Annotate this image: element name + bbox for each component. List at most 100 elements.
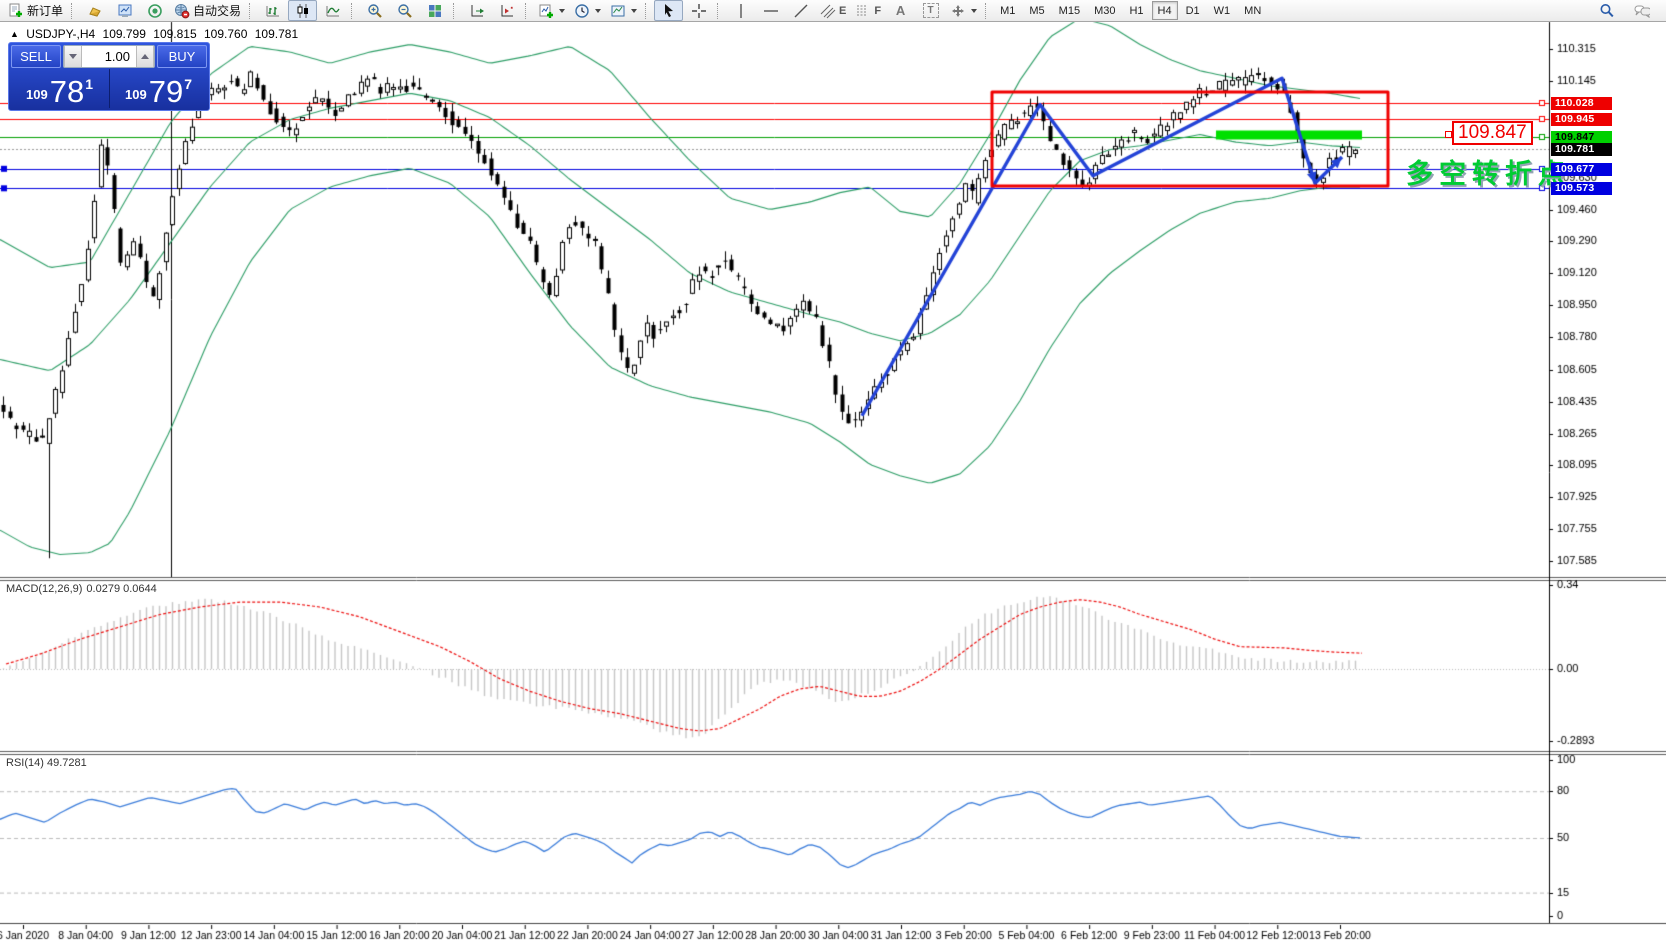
toolbar-separator	[985, 2, 990, 19]
volume-input[interactable]	[82, 46, 136, 67]
channel-icon	[820, 3, 836, 19]
buy-price[interactable]: 109 79 7	[109, 69, 207, 108]
timeframe-d1[interactable]: D1	[1185, 4, 1200, 17]
cursor-icon	[661, 3, 677, 19]
channel-letter: E	[839, 4, 847, 17]
rsi-text: RSI(14) 49.7281	[6, 757, 87, 769]
periods-caret	[595, 8, 602, 13]
toolbar-separator	[71, 2, 76, 19]
new-order-icon	[8, 3, 24, 19]
timeframe-h4[interactable]: H4	[1151, 1, 1178, 20]
sell-button[interactable]: SELL	[11, 45, 61, 68]
line-chart-button[interactable]	[318, 0, 347, 21]
sell-price-prefix: 109	[26, 87, 48, 102]
price-tag-109.677: 109.677	[1551, 163, 1612, 176]
price-open: 109.799	[102, 27, 146, 41]
triangle-up-icon	[141, 54, 149, 59]
chart-shift-icon	[499, 3, 515, 19]
timeframe-group: M1 M5 M15 M30 H1 H4 D1 W1 MN	[994, 1, 1267, 20]
arrows-caret	[971, 8, 978, 13]
bar-chart-button[interactable]	[258, 0, 287, 21]
navigator-button[interactable]	[140, 0, 169, 21]
buy-price-prefix: 109	[125, 87, 147, 102]
toolbar-separator	[645, 2, 650, 19]
text-label-tool[interactable]: T	[916, 0, 945, 21]
price-callout-label[interactable]: 109.847	[1445, 121, 1533, 145]
auto-trading-button[interactable]: 自动交易	[170, 0, 245, 21]
chat-button[interactable]	[1627, 0, 1656, 21]
turning-point-note[interactable]: 多空转折点	[1406, 159, 1571, 189]
horizontal-line-tool[interactable]	[756, 0, 785, 21]
candlestick-chart-button[interactable]	[288, 0, 318, 21]
templates-button[interactable]	[606, 0, 641, 21]
sell-price-big: 78	[49, 74, 85, 109]
indicators-button[interactable]	[534, 0, 569, 21]
toolbar-separator	[525, 2, 530, 19]
timeframe-h1[interactable]: H1	[1129, 4, 1144, 17]
tile-windows-button[interactable]	[420, 0, 449, 21]
zoom-in-button[interactable]	[360, 0, 389, 21]
symbol-period: USDJPY-,H4	[26, 27, 96, 41]
rsi-label: RSI(14) 49.7281	[6, 757, 87, 769]
buy-price-big: 79	[148, 74, 184, 109]
timeframe-m30[interactable]: M30	[1094, 4, 1116, 17]
periods-button[interactable]	[570, 0, 605, 21]
toolbar-separator	[453, 2, 458, 19]
timeframe-mn[interactable]: MN	[1244, 4, 1262, 17]
timeframe-w1[interactable]: W1	[1213, 4, 1231, 17]
auto-scroll-button[interactable]	[462, 0, 491, 21]
auto-trading-icon	[174, 3, 190, 19]
timeframe-m5[interactable]: M5	[1029, 4, 1045, 17]
trendline-tool[interactable]	[786, 0, 815, 21]
candlestick-chart-icon	[295, 3, 311, 19]
toolbar-separator	[249, 2, 254, 19]
buy-button[interactable]: BUY	[157, 45, 207, 68]
chart-shift-button[interactable]	[492, 0, 521, 21]
price-low: 109.760	[204, 27, 248, 41]
collapse-arrow-icon[interactable]: ▲	[10, 29, 19, 39]
line-chart-icon	[325, 3, 341, 19]
zoom-out-button[interactable]	[390, 0, 419, 21]
arrows-tool[interactable]	[946, 0, 981, 21]
tile-windows-icon	[427, 3, 443, 19]
search-button[interactable]	[1592, 0, 1621, 21]
arrows-icon	[950, 3, 966, 19]
sell-price[interactable]: 109 78 1	[11, 69, 108, 108]
fibonacci-tool[interactable]: F	[851, 0, 885, 21]
profiles-icon	[87, 3, 103, 19]
price-tag-109.945: 109.945	[1551, 113, 1612, 126]
triangle-down-icon	[69, 54, 77, 59]
navigator-icon	[147, 3, 163, 19]
volume-decrease-button[interactable]	[64, 46, 82, 67]
clock-icon	[574, 3, 590, 19]
macd-label: MACD(12,26,9) 0.0279 0.0644	[6, 583, 161, 595]
volume-stepper	[63, 45, 155, 68]
callout-anchor-icon	[1445, 131, 1452, 138]
toolbar: 新订单 自动交易	[0, 0, 1666, 22]
chart-title: ▲ USDJPY-,H4 109.799 109.815 109.760 109…	[10, 27, 302, 41]
crosshair-icon	[691, 3, 707, 19]
indicators-caret	[559, 8, 566, 13]
new-order-button[interactable]: 新订单	[4, 0, 67, 21]
price-tag-109.847: 109.847	[1551, 131, 1612, 144]
profiles-button[interactable]	[80, 0, 109, 21]
market-watch-button[interactable]	[110, 0, 139, 21]
vertical-line-tool[interactable]	[726, 0, 755, 21]
toolbar-right-group	[1592, 0, 1656, 21]
zoom-in-icon	[367, 3, 383, 19]
fibonacci-letter: F	[874, 4, 882, 17]
timeframe-m1[interactable]: M1	[1000, 4, 1016, 17]
crosshair-button[interactable]	[684, 0, 713, 21]
callout-text: 109.847	[1458, 122, 1527, 143]
fibonacci-icon	[855, 3, 871, 19]
trendline-icon	[793, 3, 809, 19]
text-tool[interactable]: A	[886, 0, 915, 21]
timeframe-m15[interactable]: M15	[1058, 4, 1081, 17]
search-icon	[1599, 3, 1615, 19]
text-tool-letter: A	[895, 3, 906, 18]
channel-tool[interactable]: E	[816, 0, 850, 21]
cursor-button[interactable]	[654, 0, 684, 21]
volume-increase-button[interactable]	[136, 46, 154, 67]
